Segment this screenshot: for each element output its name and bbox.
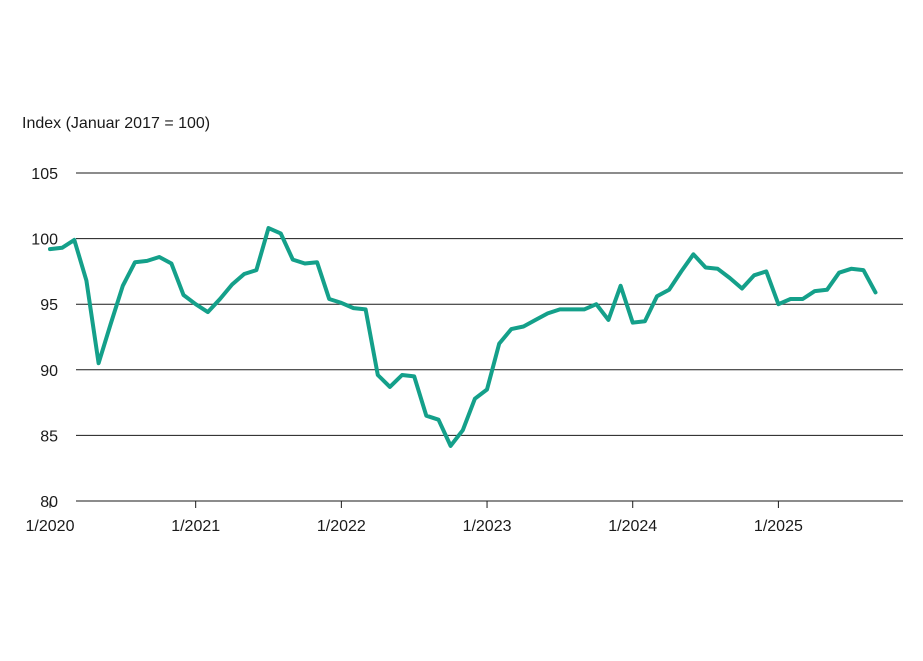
x-tick-label: 1/2020 [26, 518, 75, 535]
y-tick-label: 80 [40, 494, 58, 511]
y-tick-label: 90 [40, 363, 58, 380]
series-line [48, 226, 878, 448]
y-tick-label: 105 [31, 166, 58, 183]
series-group [48, 226, 878, 448]
x-tick-label: 1/2023 [463, 518, 512, 535]
x-axis-ticks: 1/2020 1/2021 1/2022 1/2023 1/2024 1/2025 [26, 501, 803, 535]
y-axis-ticks: 80 85 90 95 100 105 [31, 166, 58, 511]
x-tick-label: 1/2025 [754, 518, 803, 535]
y-tick-label: 100 [31, 232, 58, 249]
y-axis-label: Index (Januar 2017 = 100) [22, 115, 210, 132]
y-tick-label: 85 [40, 428, 58, 445]
x-tick-label: 1/2022 [317, 518, 366, 535]
x-tick-label: 1/2024 [608, 518, 657, 535]
y-tick-label: 95 [40, 297, 58, 314]
x-tick-label: 1/2021 [171, 518, 220, 535]
gridlines [76, 172, 903, 502]
